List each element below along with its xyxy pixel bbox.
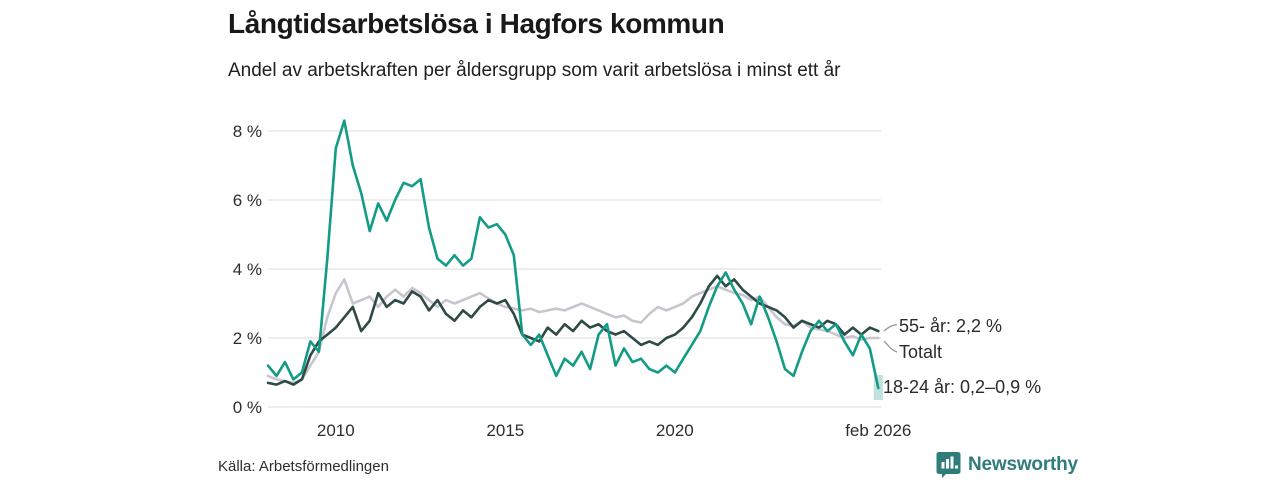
- source-attribution: Källa: Arbetsförmedlingen: [218, 458, 389, 475]
- series-line-55-r: [266, 274, 880, 386]
- page-title: Långtidsarbetslösa i Hagfors kommun: [228, 8, 725, 39]
- label-leader-lines: [883, 323, 898, 353]
- series-end-label-18-24-ar: 18-24 år: 0,2–0,9 %: [883, 377, 1042, 397]
- series-lines: [266, 119, 880, 390]
- newsworthy-brand: Newsworthy: [936, 451, 1078, 478]
- y-tick-label: 8 %: [232, 122, 262, 141]
- x-tick-label: 2020: [655, 421, 694, 440]
- x-tick-label: feb 2026: [845, 421, 912, 440]
- newsworthy-wordmark: Newsworthy: [968, 453, 1078, 475]
- chart-subtitle: Andel av arbetskraften per åldersgrupp s…: [228, 60, 841, 81]
- newsworthy-logo-icon: [936, 452, 961, 478]
- y-tick-label: 6 %: [232, 191, 262, 210]
- series-end-label-totalt: Totalt: [899, 342, 943, 362]
- x-tick-label: 2015: [486, 421, 525, 440]
- series-line-18-24r: [266, 119, 880, 390]
- series-line-totalt: [266, 278, 880, 385]
- x-tick-label: 2010: [316, 421, 355, 440]
- y-tick-label: 4 %: [232, 260, 262, 279]
- gridlines: [268, 130, 881, 408]
- series-end-label-55-ar: 55- år: 2,2 %: [899, 316, 1003, 336]
- y-tick-label: 0 %: [232, 398, 262, 417]
- y-tick-label: 2 %: [232, 329, 262, 348]
